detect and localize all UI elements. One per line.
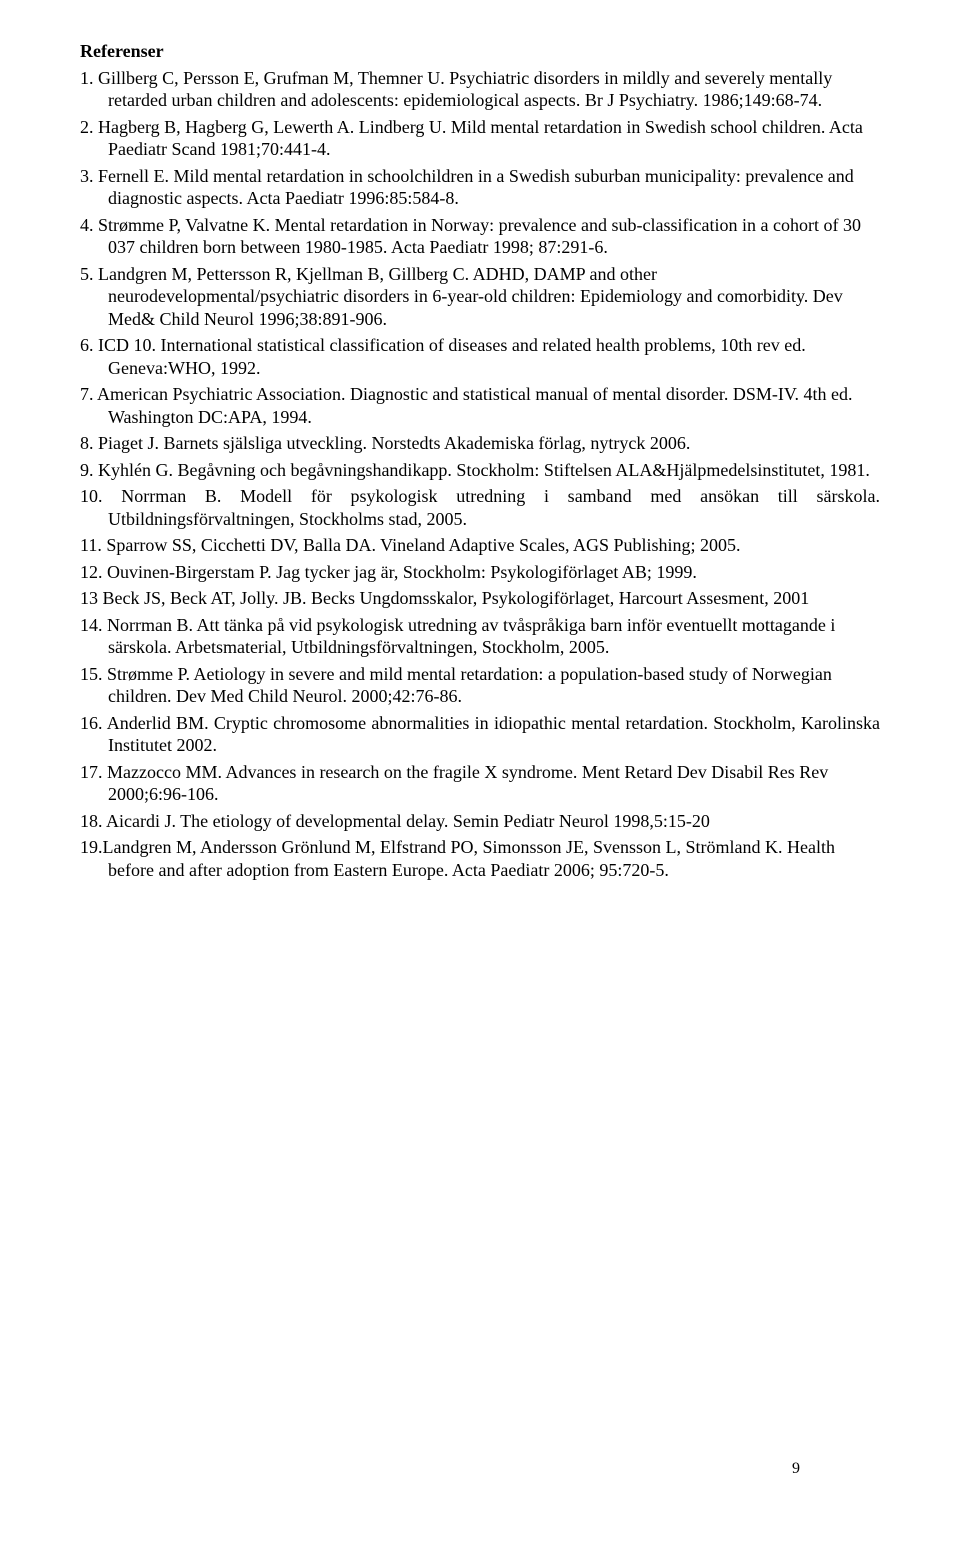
reference-item: 2. Hagberg B, Hagberg G, Lewerth A. Lind… <box>80 116 880 161</box>
reference-item: 7. American Psychiatric Association. Dia… <box>80 383 880 428</box>
reference-item: 1. Gillberg C, Persson E, Grufman M, The… <box>80 67 880 112</box>
page: Referenser 1. Gillberg C, Persson E, Gru… <box>80 40 880 1499</box>
reference-item: 19.Landgren M, Andersson Grönlund M, Elf… <box>80 836 880 881</box>
reference-item: 12. Ouvinen-Birgerstam P. Jag tycker jag… <box>80 561 880 584</box>
reference-item: 15. Strømme P. Aetiology in severe and m… <box>80 663 880 708</box>
reference-item: 17. Mazzocco MM. Advances in research on… <box>80 761 880 806</box>
reference-item: 4. Strømme P, Valvatne K. Mental retarda… <box>80 214 880 259</box>
reference-item: 3. Fernell E. Mild mental retardation in… <box>80 165 880 210</box>
page-number: 9 <box>792 1459 800 1479</box>
reference-item: 6. ICD 10. International statistical cla… <box>80 334 880 379</box>
reference-item: 10. Norrman B. Modell för psykologisk ut… <box>80 485 880 530</box>
reference-item: 14. Norrman B. Att tänka på vid psykolog… <box>80 614 880 659</box>
reference-item: 5. Landgren M, Pettersson R, Kjellman B,… <box>80 263 880 331</box>
reference-item: 8. Piaget J. Barnets själsliga utvecklin… <box>80 432 880 455</box>
reference-item: 16. Anderlid BM. Cryptic chromosome abno… <box>80 712 880 757</box>
reference-item: 13 Beck JS, Beck AT, Jolly. JB. Becks Un… <box>80 587 880 610</box>
references-list: 1. Gillberg C, Persson E, Grufman M, The… <box>80 67 880 882</box>
references-heading: Referenser <box>80 40 880 63</box>
reference-item: 18. Aicardi J. The etiology of developme… <box>80 810 880 833</box>
reference-item: 11. Sparrow SS, Cicchetti DV, Balla DA. … <box>80 534 880 557</box>
reference-item: 9. Kyhlén G. Begåvning och begåvningshan… <box>80 459 880 482</box>
